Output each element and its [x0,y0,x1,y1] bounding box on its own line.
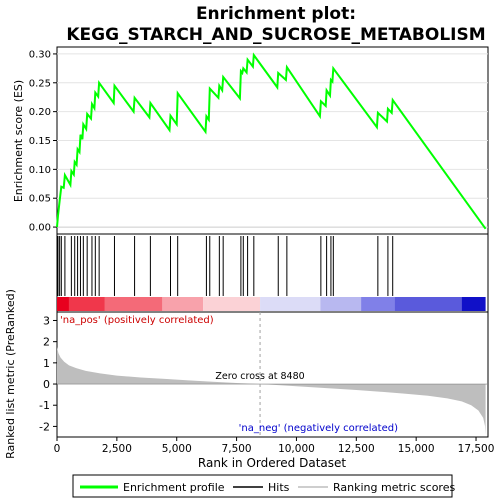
rank-heat-segment [162,297,204,311]
rank-heat-segment [361,297,395,311]
metric-ytick-label: -1 [39,399,50,412]
es-ytick-label: 0.05 [29,194,51,205]
ranking-metric-area [57,347,486,435]
es-ytick-label: 0.20 [29,107,51,118]
metric-ytick-label: 1 [43,357,50,370]
es-ytick-label: 0.30 [29,49,51,60]
es-ylabel: Enrichment score (ES) [12,80,25,202]
positive-correlation-label: 'na_pos' (positively correlated) [60,315,214,326]
legend-box [72,474,453,498]
rank-heat-segment [203,297,261,311]
es-ytick-label: 0.15 [29,136,51,147]
es-ytick-label: 0.10 [29,165,51,176]
legend-metric-label: Ranking metric scores [333,481,455,494]
metric-xtick-label: 10,000 [278,443,315,455]
rank-heat-segment [394,297,462,311]
metric-xtick-label: 17,500 [458,443,495,455]
es-ytick-label: 0.00 [29,223,51,234]
metric-xtick-label: 7,500 [222,443,252,455]
metric-ytick-label: 2 [43,336,50,349]
chart-title-line1: Enrichment plot: [196,4,356,24]
metric-panel-frame [56,311,489,438]
rank-heat-segment [260,297,321,311]
rank-heat-segment [68,297,105,311]
legend-hits-label: Hits [268,481,290,494]
negative-correlation-label: 'na_neg' (negatively correlated) [239,423,398,434]
chart-title-line2: KEGG_STARCH_AND_SUCROSE_METABOLISM [66,25,485,45]
metric-xtick-label: 5,000 [162,443,192,455]
rank-heat-segment [461,297,486,311]
metric-xtick-label: 15,000 [398,443,435,455]
metric-ytick-label: -2 [39,420,50,433]
rank-heat-segment [104,297,163,311]
metric-ytick-label: 3 [43,314,50,327]
enrichment-profile-line [56,52,487,230]
legend-enrichment-label: Enrichment profile [123,481,225,494]
metric-ytick-label: 0 [43,378,50,391]
metric-xtick-label: 0 [54,443,61,455]
metric-ylabel: Ranked list metric (PreRanked) [4,289,17,459]
zero-cross-label: Zero cross at 8480 [215,371,304,382]
es-ytick-label: 0.25 [29,78,51,89]
metric-xtick-label: 2,500 [102,443,132,455]
rank-heat-segment [320,297,362,311]
metric-xtick-label: 12,500 [338,443,375,455]
rank-heat-segment [57,297,69,311]
metric-xlabel: Rank in Ordered Dataset [198,456,346,470]
